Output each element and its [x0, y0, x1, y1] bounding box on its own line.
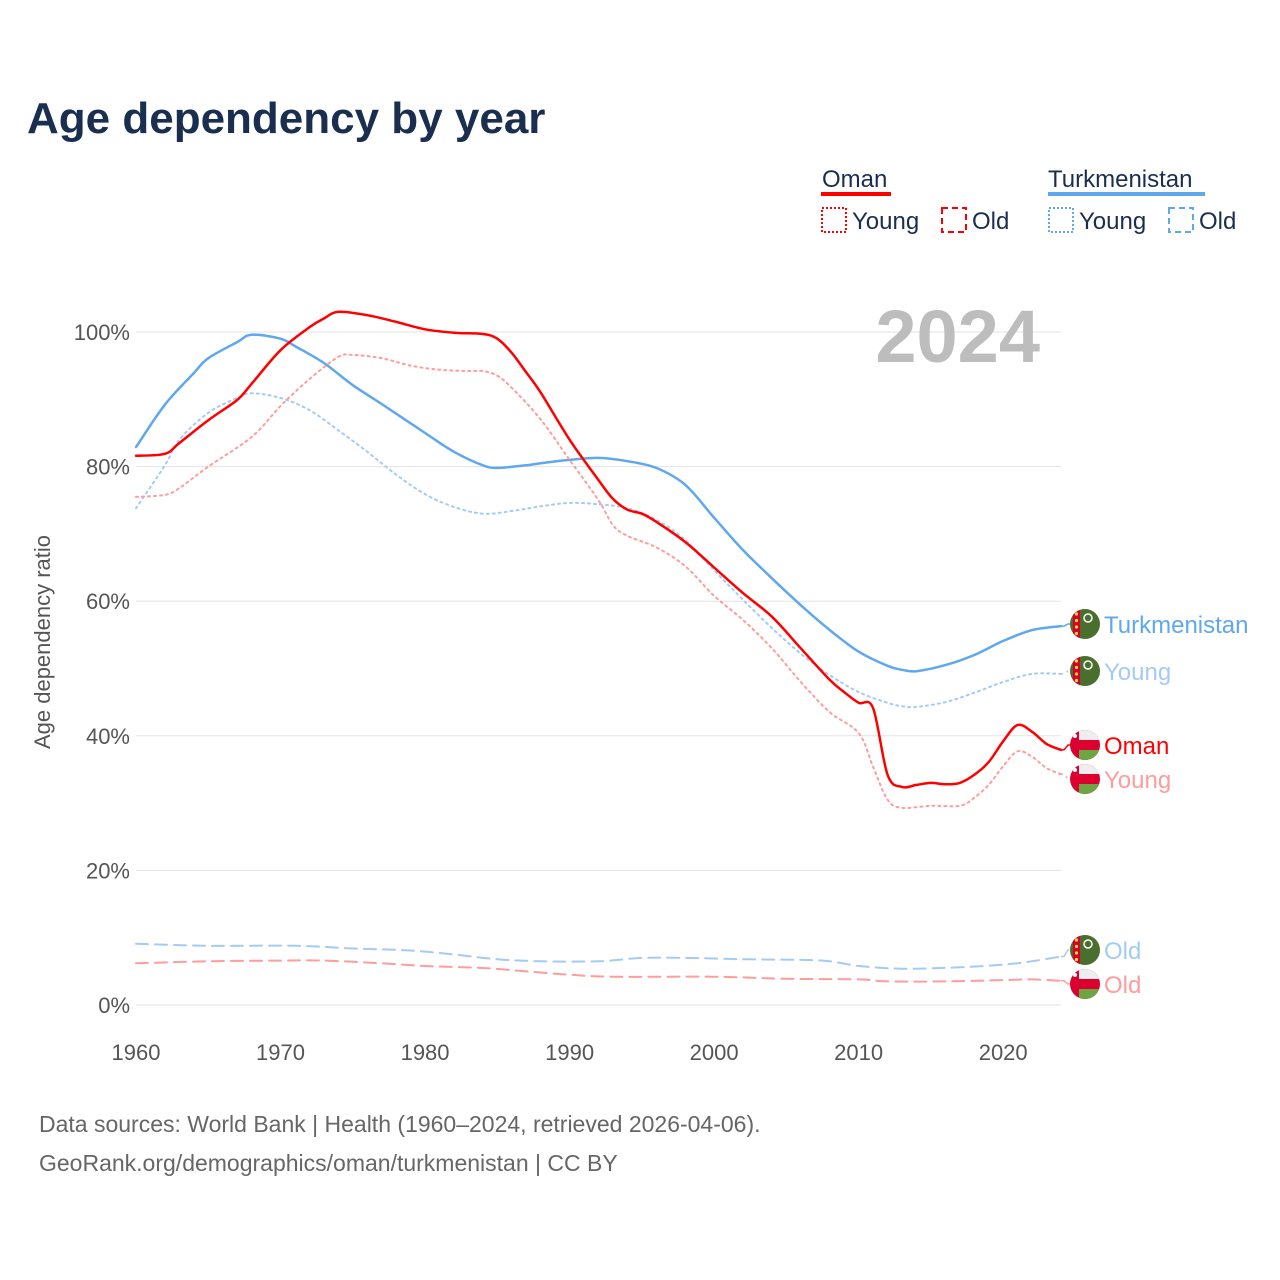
x-axis: 1960 1970 1980 1990 2000 2010 2020 — [112, 1040, 1028, 1065]
legend-oman-young[interactable]: Young — [852, 208, 919, 235]
year-overlay: 2024 — [875, 295, 1040, 378]
series-line-oman — [134, 310, 1063, 789]
legend-oman-old-swatch[interactable] — [941, 207, 967, 233]
flag-oman-icon — [1070, 764, 1100, 794]
chart-title: Age dependency by year — [27, 94, 545, 143]
legend-turkmenistan-underline — [1048, 192, 1205, 196]
legend-turkmenistan-young-swatch[interactable] — [1048, 207, 1074, 233]
leader-line — [1061, 949, 1072, 958]
source-line-1: Data sources: World Bank | Health (1960–… — [39, 1111, 761, 1137]
end-label-turkmenistan-young: Young — [1104, 659, 1171, 686]
x-tick-label: 1990 — [545, 1040, 594, 1065]
grid — [136, 331, 1061, 1006]
legend-oman-underline — [821, 192, 891, 196]
x-tick-label: 2000 — [690, 1040, 739, 1065]
legend-turkmenistan-old[interactable]: Old — [1199, 208, 1236, 235]
series-line-turkmenistan-young — [135, 392, 1062, 709]
flag-turkmenistan-icon — [1070, 609, 1100, 639]
series-line-turkmenistan-old — [135, 942, 1062, 970]
y-tick-label: 20% — [86, 858, 130, 883]
leader-line — [1061, 670, 1072, 675]
end-labels: Turkmenistan Young Old Oman Young Old — [1061, 609, 1249, 999]
y-tick-label: 60% — [86, 589, 130, 614]
end-label-oman-young: Young — [1104, 767, 1171, 794]
series-line-turkmenistan — [134, 333, 1063, 673]
x-tick-label: 1980 — [401, 1040, 450, 1065]
end-label-turkmenistan-old: Old — [1104, 938, 1141, 965]
end-label-turkmenistan: Turkmenistan — [1104, 612, 1249, 639]
flag-turkmenistan-icon — [1070, 656, 1100, 686]
flag-oman-icon — [1070, 969, 1100, 999]
legend-oman-young-swatch[interactable] — [821, 207, 847, 233]
y-tick-label: 100% — [74, 320, 130, 345]
legend-group-oman[interactable]: Oman — [822, 166, 887, 193]
y-axis-label: Age dependency ratio — [30, 535, 55, 749]
x-tick-label: 1960 — [112, 1040, 161, 1065]
y-tick-label: 40% — [86, 724, 130, 749]
source-line-2[interactable]: GeoRank.org/demographics/oman/turkmenist… — [39, 1150, 618, 1176]
end-label-oman-old: Old — [1104, 972, 1141, 999]
x-tick-label: 2020 — [979, 1040, 1028, 1065]
flag-oman-icon — [1070, 730, 1100, 760]
x-tick-label: 2010 — [834, 1040, 883, 1065]
y-tick-label: 0% — [98, 993, 130, 1018]
legend-group-turkmenistan[interactable]: Turkmenistan — [1048, 166, 1193, 193]
legend: Oman Young Old Turkmenistan Young Old — [821, 166, 1236, 235]
legend-turkmenistan-young[interactable]: Young — [1079, 208, 1146, 235]
series-lines — [134, 310, 1063, 983]
end-label-oman: Oman — [1104, 733, 1169, 760]
leader-line — [1061, 773, 1072, 780]
series-line-oman-old — [135, 959, 1062, 983]
y-axis: 0% 20% 40% 60% 80% 100% — [74, 320, 130, 1018]
legend-turkmenistan-old-swatch[interactable] — [1168, 207, 1194, 233]
y-tick-label: 80% — [86, 455, 130, 480]
x-tick-label: 1970 — [256, 1040, 305, 1065]
legend-oman-old[interactable]: Old — [972, 208, 1009, 235]
series-line-oman-young — [135, 353, 1062, 810]
flag-turkmenistan-icon — [1070, 935, 1100, 965]
